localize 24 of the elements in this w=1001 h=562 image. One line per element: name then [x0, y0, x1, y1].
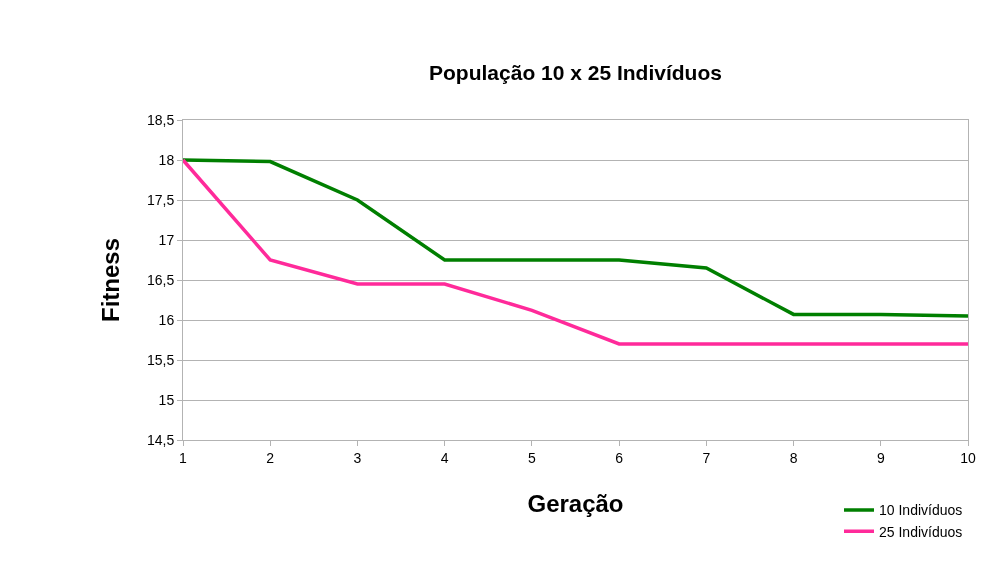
x-tick-label: 10 [960, 449, 976, 466]
legend-label: 25 Indivíduos [879, 523, 963, 540]
y-tick-label: 15,5 [146, 351, 175, 368]
y-axis-title: Fitness [97, 237, 125, 323]
y-tick-label: 16 [158, 311, 175, 328]
legend-label: 10 Indivíduos [879, 502, 963, 519]
x-tick-label: 5 [527, 449, 536, 466]
x-tick-label: 8 [789, 449, 798, 466]
y-tick-label: 18 [158, 151, 175, 168]
x-tick-label: 3 [353, 449, 362, 466]
x-tick-label: 2 [266, 449, 275, 466]
x-axis-title: Geração [527, 490, 624, 518]
y-tick-label: 17 [158, 231, 175, 248]
x-tick-label: 9 [876, 449, 885, 466]
x-tick-label: 4 [440, 449, 449, 466]
x-tick-label: 1 [179, 449, 188, 466]
chart-title: População 10 x 25 Indivíduos [429, 61, 722, 85]
x-tick-label: 7 [702, 449, 711, 466]
y-tick-label: 16,5 [146, 271, 175, 288]
y-tick-label: 14,5 [146, 431, 175, 448]
y-tick-label: 15 [158, 391, 175, 408]
y-tick-label: 18,5 [146, 111, 175, 128]
x-tick-label: 6 [615, 449, 624, 466]
y-tick-label: 17,5 [146, 191, 175, 208]
